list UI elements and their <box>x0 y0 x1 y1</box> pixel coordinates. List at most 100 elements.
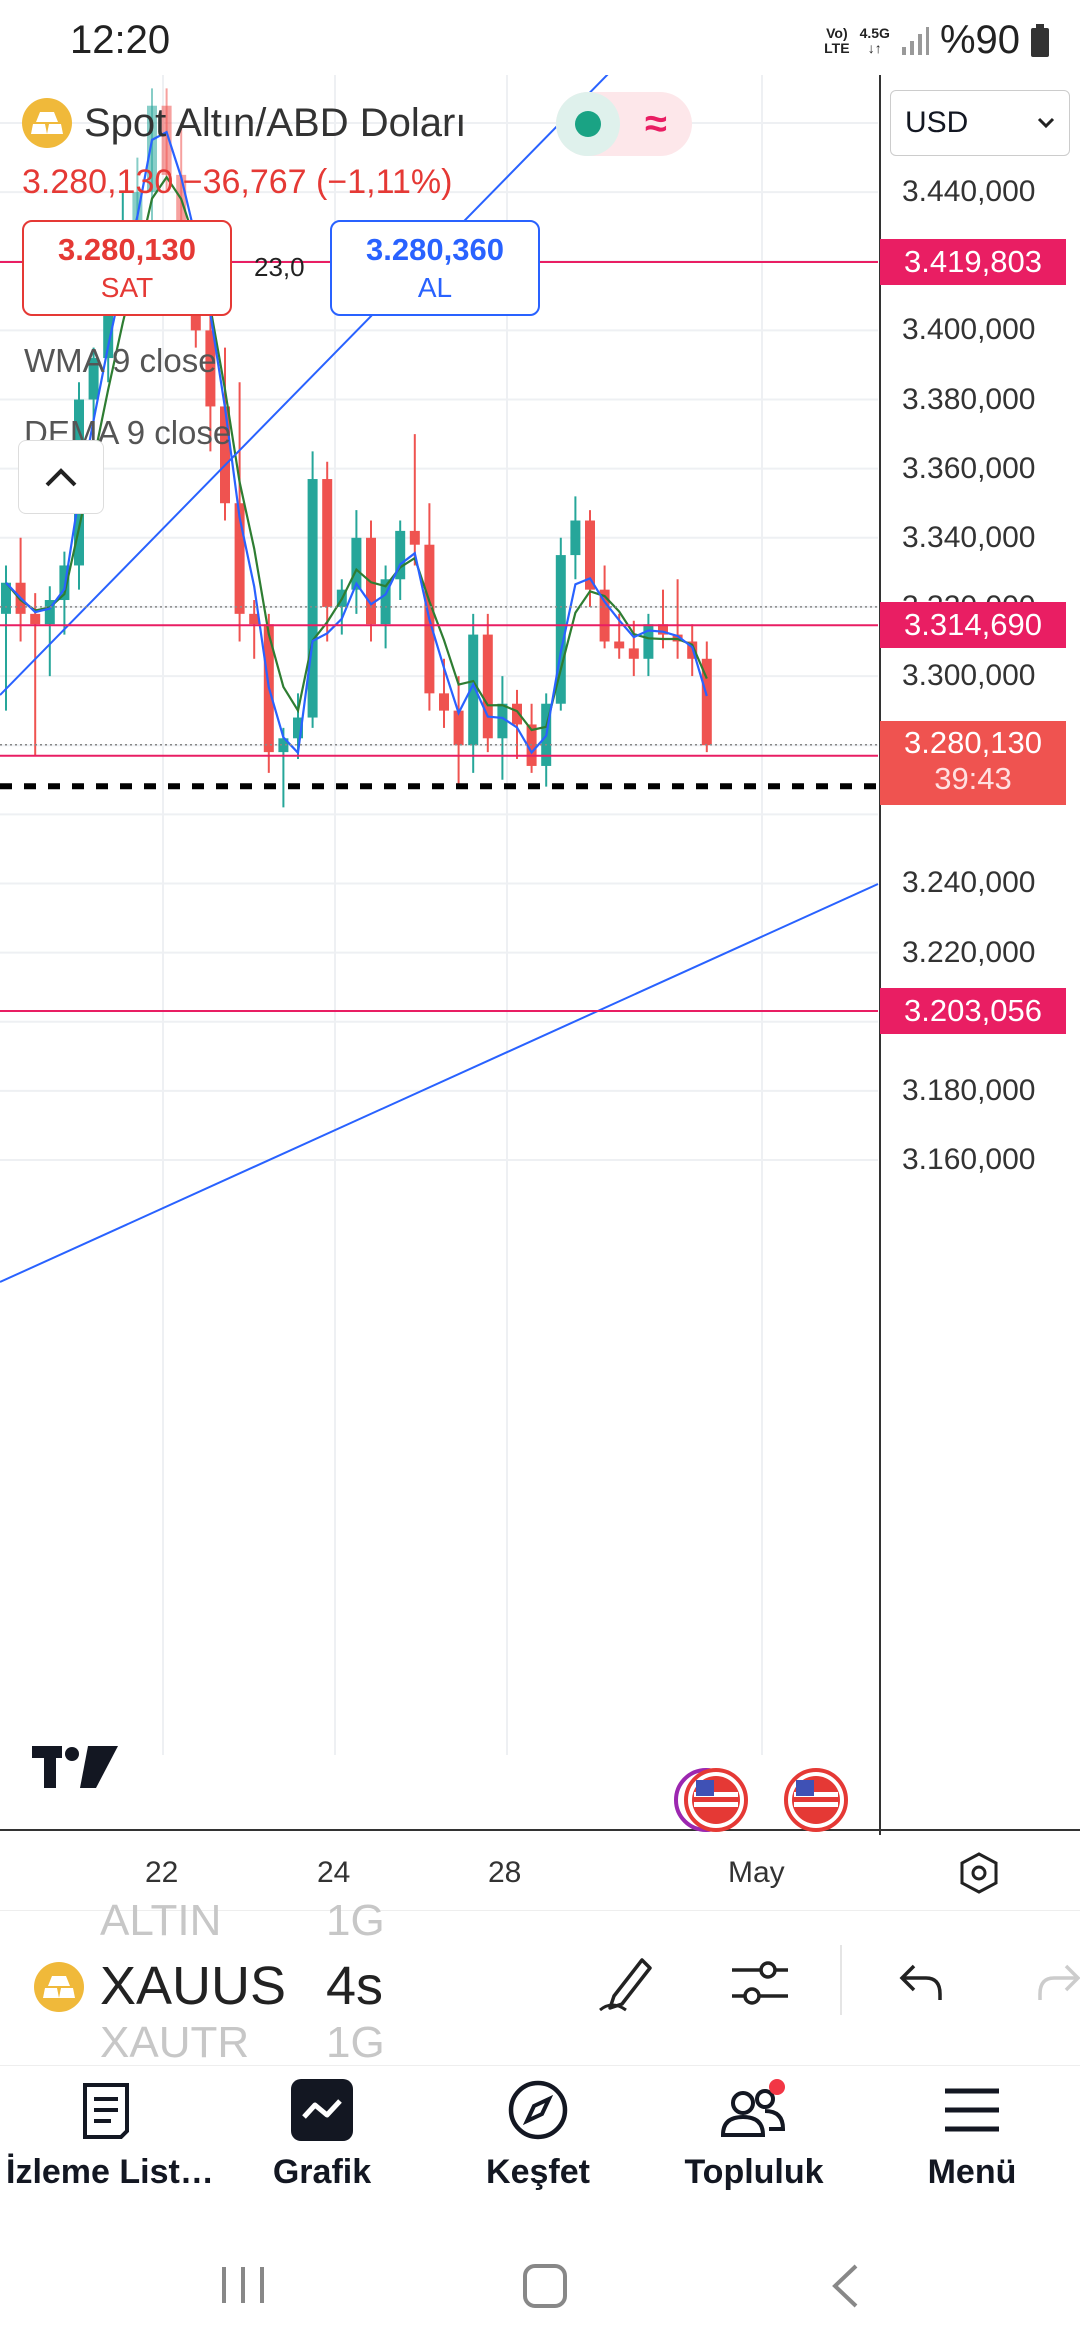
buy-price: 3.280,360 <box>366 232 504 267</box>
change-value: −36,767 <box>182 163 307 201</box>
candle-body <box>88 358 99 400</box>
back-icon[interactable] <box>830 2263 860 2309</box>
interval-wheel-next[interactable]: 1G <box>326 2018 385 2067</box>
candle-body <box>307 479 318 718</box>
candle-body <box>658 624 668 635</box>
time-tick-label: 28 <box>488 1856 522 1889</box>
candle-body <box>439 693 449 711</box>
candle-body <box>103 295 114 359</box>
toolbar-divider <box>840 1945 842 2015</box>
change-percent: (−1,11%) <box>316 163 453 201</box>
candle-body <box>701 658 712 746</box>
system-navigation <box>0 2225 1080 2340</box>
candle-body <box>628 648 639 659</box>
current-price-tag: 3.280,130 39:43 <box>880 720 1066 805</box>
price-tick-label: 3.240,000 <box>902 866 1036 900</box>
candle-body <box>585 520 595 590</box>
candle-body <box>482 634 493 739</box>
spread-value: 23,0 <box>254 252 305 282</box>
sell-price: 3.280,130 <box>58 232 196 267</box>
nav-community[interactable]: Topluluk <box>654 2075 854 2192</box>
candle-body <box>161 105 172 175</box>
community-icon <box>720 2079 786 2137</box>
indicator-wma[interactable]: WMA 9 close <box>24 342 217 379</box>
time-tick-label: May <box>728 1856 785 1889</box>
battery-percent: %90 <box>939 18 1020 62</box>
status-icons: Vo) LTE 4.5G ↓↑ %90 <box>824 18 1050 63</box>
candle-countdown: 39:43 <box>934 760 1012 796</box>
candle-body <box>643 624 654 659</box>
sell-button[interactable]: 3.280,130 SAT <box>22 220 232 316</box>
nav-menu[interactable]: Menü <box>872 2075 1072 2192</box>
price-tick-label: 3.400,000 <box>902 313 1036 347</box>
candle-body <box>249 613 260 625</box>
nav-watchlist-label: İzleme List… <box>6 2153 214 2191</box>
gold-logo-icon <box>34 1962 84 2012</box>
market-status-toggle[interactable]: ≈ <box>556 92 692 156</box>
menu-icon <box>945 2088 999 2132</box>
chart-icon <box>291 2079 353 2141</box>
current-price-label: 3.280,130 <box>904 724 1042 760</box>
undo-icon[interactable] <box>898 1962 944 2002</box>
symbol-selector[interactable]: XAUUS <box>100 1956 287 2016</box>
signal-icon <box>901 26 929 55</box>
candle-body <box>453 710 464 746</box>
price-tick-label: 3.360,000 <box>902 451 1036 485</box>
data-icon: 4.5G ↓↑ <box>859 24 890 56</box>
nav-menu-label: Menü <box>927 2153 1017 2191</box>
interval-wheel-prev[interactable]: 1G <box>326 1896 385 1945</box>
last-price: 3.280,130 <box>22 163 174 201</box>
sell-label: SAT <box>100 272 154 303</box>
compass-icon <box>508 2080 568 2140</box>
nav-explore-label: Keşfet <box>486 2153 590 2191</box>
currency-value: USD <box>905 106 969 139</box>
candle-body <box>205 330 216 407</box>
collapse-legend-button[interactable] <box>18 440 104 514</box>
redo-icon[interactable] <box>1036 1962 1080 2002</box>
nav-chart-label: Grafik <box>272 2153 372 2191</box>
candle-body <box>512 703 522 725</box>
candle-body <box>468 634 479 746</box>
candle-body <box>30 613 41 625</box>
wma-line <box>5 175 708 732</box>
candle-body <box>409 530 420 545</box>
candle-body <box>234 503 245 614</box>
candle-body <box>220 406 230 504</box>
price-tick-label: 3.340,000 <box>902 520 1036 554</box>
candle-body <box>1 582 11 614</box>
symbol-wheel-prev[interactable]: ALTIN <box>100 1896 222 1945</box>
price-level-tag: 3.203,056 <box>880 988 1066 1035</box>
indicators-settings-icon[interactable] <box>730 1956 790 2012</box>
candle-body <box>380 579 391 625</box>
symbol-wheel-next[interactable]: XAUTR <box>100 2018 250 2067</box>
candle-body <box>614 641 625 649</box>
price-level-tag: 3.419,803 <box>880 238 1066 285</box>
chart-toolbar <box>0 1910 1080 2061</box>
chart-area[interactable]: 3.460,0003.440,0003.400,0003.380,0003.36… <box>0 75 1080 1889</box>
nav-explore[interactable]: Keşfet <box>438 2075 638 2192</box>
gold-logo-icon <box>22 98 72 148</box>
nav-watchlist[interactable]: İzleme List… <box>6 2075 214 2192</box>
axis-settings-icon[interactable] <box>958 1852 1000 1894</box>
chevron-up-icon <box>45 468 77 487</box>
us-flag-icon <box>674 1768 848 1832</box>
buy-button[interactable]: 3.280,360 AL <box>330 220 540 316</box>
home-icon[interactable] <box>522 2263 568 2309</box>
recent-apps-icon[interactable] <box>220 2265 266 2305</box>
drawing-tools-icon[interactable] <box>596 1950 656 2014</box>
symbol-name: Spot Altın/ABD Doları <box>84 100 467 145</box>
interval-selector[interactable]: 4s <box>326 1956 384 2016</box>
chart-canvas[interactable] <box>0 75 1080 1835</box>
price-tick-label: 3.380,000 <box>902 382 1036 416</box>
candle-body <box>555 555 566 704</box>
currency-select[interactable]: USD <box>890 90 1070 156</box>
candle-body <box>570 520 581 556</box>
market-open-icon <box>556 92 620 156</box>
nav-community-label: Topluluk <box>684 2153 824 2191</box>
nav-chart[interactable]: Grafik <box>222 2075 422 2192</box>
candle-body <box>497 703 508 739</box>
symbol-header[interactable]: Spot Altın/ABD Doları <box>22 98 466 148</box>
bottom-navigation <box>0 2065 1080 2226</box>
battery-icon <box>1031 23 1049 57</box>
economic-event-markers[interactable] <box>672 1766 882 1839</box>
